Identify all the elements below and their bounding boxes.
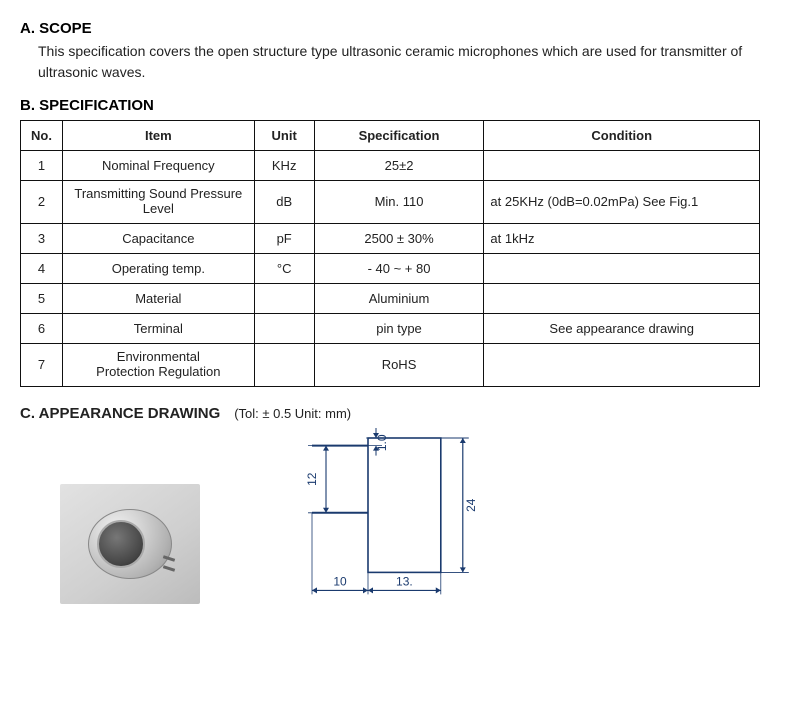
table-cell: Min. 110 xyxy=(314,181,484,224)
table-cell xyxy=(484,283,760,313)
table-cell: pin type xyxy=(314,313,484,343)
spec-header-row: No. Item Unit Specification Condition xyxy=(21,121,760,151)
table-row: 6Terminal pin typeSee appearance drawing xyxy=(21,313,760,343)
th-cond: Condition xyxy=(484,121,760,151)
table-cell: pF xyxy=(254,223,314,253)
table-row: 1Nominal FrequencyKHz25±2 xyxy=(21,151,760,181)
scope-text: This specification covers the open struc… xyxy=(38,41,780,83)
section-c-heading: C. APPEARANCE DRAWING (Tol: ± 0.5 Unit: … xyxy=(20,405,780,422)
dim-label: 13. xyxy=(396,574,413,588)
sensor-pin-icon xyxy=(163,565,175,572)
table-row: 4Operating temp.°C- 40 ~ + 80 xyxy=(21,253,760,283)
section-a-title: A. SCOPE xyxy=(20,20,780,37)
appearance-row: 24 12 1.0 10 13. xyxy=(60,434,780,604)
table-cell: 2500 ± 30% xyxy=(314,223,484,253)
table-cell xyxy=(484,343,760,386)
table-cell: 3 xyxy=(21,223,63,253)
table-cell: Terminal xyxy=(62,313,254,343)
th-spec: Specification xyxy=(314,121,484,151)
table-cell: 5 xyxy=(21,283,63,313)
table-cell xyxy=(254,283,314,313)
th-no: No. xyxy=(21,121,63,151)
dim-label: 24 xyxy=(464,498,478,512)
table-cell: RoHS xyxy=(314,343,484,386)
dim-label: 12 xyxy=(305,472,319,486)
table-row: 5Material Aluminium xyxy=(21,283,760,313)
th-unit: Unit xyxy=(254,121,314,151)
table-cell: Operating temp. xyxy=(62,253,254,283)
th-item: Item xyxy=(62,121,254,151)
table-row: 2Transmitting Sound PressureLeveldBMin. … xyxy=(21,181,760,224)
table-cell: 1 xyxy=(21,151,63,181)
section-c-tol: (Tol: ± 0.5 Unit: mm) xyxy=(234,406,351,421)
table-cell xyxy=(484,253,760,283)
table-cell: 2 xyxy=(21,181,63,224)
table-cell: 4 xyxy=(21,253,63,283)
table-cell xyxy=(254,313,314,343)
table-cell: 7 xyxy=(21,343,63,386)
spec-table: No. Item Unit Specification Condition 1N… xyxy=(20,120,760,387)
dim-label: 10 xyxy=(333,574,347,588)
table-cell: See appearance drawing xyxy=(484,313,760,343)
table-cell: 6 xyxy=(21,313,63,343)
table-cell: Aluminium xyxy=(314,283,484,313)
table-cell: °C xyxy=(254,253,314,283)
table-cell: - 40 ~ + 80 xyxy=(314,253,484,283)
sensor-face-icon xyxy=(97,520,145,568)
table-cell xyxy=(484,151,760,181)
table-cell: Nominal Frequency xyxy=(62,151,254,181)
table-cell: Transmitting Sound PressureLevel xyxy=(62,181,254,224)
sensor-pin-icon xyxy=(163,555,175,562)
table-cell: Capacitance xyxy=(62,223,254,253)
table-row: 3CapacitancepF2500 ± 30%at 1kHz xyxy=(21,223,760,253)
sensor-body-icon xyxy=(88,509,172,579)
table-cell: at 25KHz (0dB=0.02mPa) See Fig.1 xyxy=(484,181,760,224)
table-row: 7EnvironmentalProtection Regulation RoHS xyxy=(21,343,760,386)
dim-label: 1.0 xyxy=(375,434,389,451)
table-cell: at 1kHz xyxy=(484,223,760,253)
product-photo xyxy=(60,484,200,604)
table-cell: EnvironmentalProtection Regulation xyxy=(62,343,254,386)
table-cell: 25±2 xyxy=(314,151,484,181)
dimension-drawing: 24 12 1.0 10 13. xyxy=(270,434,487,604)
table-cell: KHz xyxy=(254,151,314,181)
section-b-title: B. SPECIFICATION xyxy=(20,97,780,114)
table-cell: dB xyxy=(254,181,314,224)
section-c-title: C. APPEARANCE DRAWING xyxy=(20,405,220,422)
table-cell xyxy=(254,343,314,386)
table-cell: Material xyxy=(62,283,254,313)
